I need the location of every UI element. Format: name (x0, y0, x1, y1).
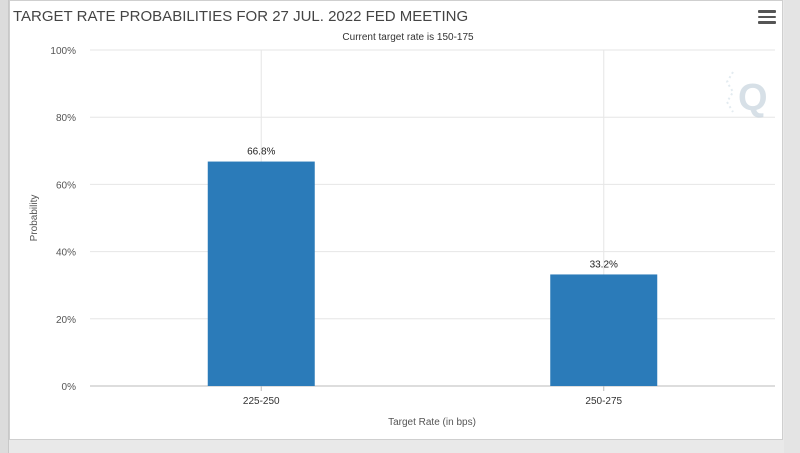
y-axis-label: Probability (29, 195, 40, 242)
y-tick-label: 40% (56, 248, 76, 259)
x-tick-label: 225-250 (243, 396, 280, 407)
menu-bar-3 (758, 21, 776, 24)
data-labels: 66.8% 33.2% (247, 147, 618, 271)
menu-bar-1 (758, 10, 776, 13)
x-axis-label: Target Rate (in bps) (388, 417, 476, 428)
chart-title: TARGET RATE PROBABILITIES FOR 27 JUL. 20… (13, 8, 468, 25)
y-tick-label: 80% (56, 113, 76, 124)
q-logo-letter: Q (738, 77, 768, 119)
bar-250-275[interactable] (550, 274, 658, 386)
y-tick-label: 20% (56, 315, 76, 326)
y-tick-labels: 0% 20% 40% 60% 80% 100% (50, 46, 76, 393)
bar-225-250[interactable] (207, 161, 315, 386)
left-window-edge (0, 0, 9, 453)
y-tick-label: 100% (50, 46, 76, 57)
right-window-edge (784, 0, 800, 453)
q-logo-icon: Q (725, 71, 768, 119)
chart-subtitle: Current target rate is 150-175 (342, 32, 474, 43)
x-tick-labels: 225-250 250-275 (243, 386, 623, 407)
chart-menu-button[interactable] (758, 10, 776, 26)
y-tick-label: 0% (62, 382, 77, 393)
x-tick-label: 250-275 (585, 396, 622, 407)
menu-bar-2 (758, 15, 776, 18)
grid-lines (90, 49, 775, 387)
y-tick-label: 60% (56, 180, 76, 191)
data-label: 33.2% (590, 259, 618, 270)
data-label: 66.8% (247, 147, 275, 158)
bars (207, 161, 658, 386)
